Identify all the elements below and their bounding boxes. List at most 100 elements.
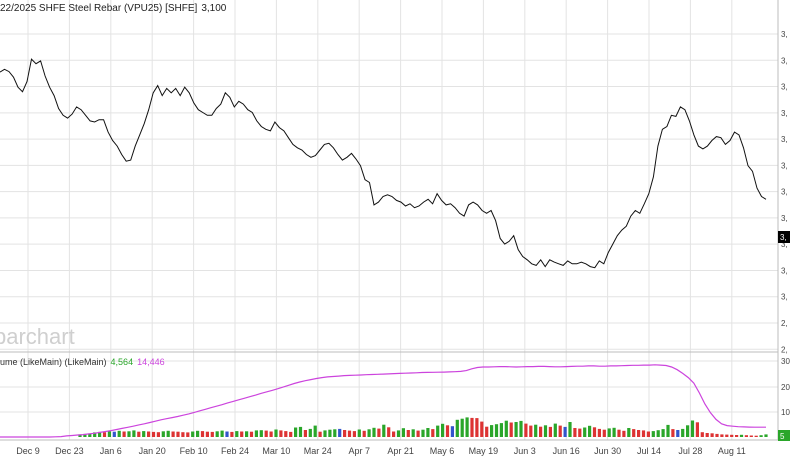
volume-bar <box>720 434 724 437</box>
volume-bar <box>445 425 450 437</box>
volume-bar <box>264 430 268 437</box>
volume-axis-label: 20 <box>781 383 790 392</box>
price-line <box>0 58 767 269</box>
volume-bar <box>196 430 200 437</box>
volume-bar <box>191 431 195 437</box>
x-axis: Dec 9 Dec 23 Jan 6 Jan 20 Feb 10 Feb 24 Mar 10… <box>16 446 745 456</box>
x-tick-label: Dec 23 <box>55 446 84 456</box>
volume-bar <box>744 435 748 437</box>
volume-bar <box>132 430 136 437</box>
open-interest-legend-value: 14,446 <box>137 357 165 367</box>
volume-axis: 30 20 10 <box>781 357 790 417</box>
price-axis-label: 3, <box>781 293 788 302</box>
volume-bar <box>690 420 695 437</box>
volume-bar <box>553 423 557 437</box>
volume-bar <box>166 430 170 437</box>
volume-bar <box>78 434 82 437</box>
volume-bar <box>475 418 479 437</box>
volume-bar <box>499 423 503 437</box>
volume-bar <box>298 426 303 437</box>
volume-bar <box>573 428 577 437</box>
volume-bar <box>259 430 263 437</box>
x-tick-label: Mar 10 <box>262 446 290 456</box>
volume-bar <box>612 427 616 437</box>
x-tick-label: Jun 30 <box>594 446 621 456</box>
volume-bar <box>534 424 538 437</box>
x-tick-label: Apr 21 <box>387 446 414 456</box>
volume-bar <box>274 429 278 437</box>
volume-bar <box>249 431 254 437</box>
volume-bar <box>289 431 293 437</box>
volume-bar <box>367 429 371 437</box>
volume-bar <box>347 430 352 437</box>
volume-bar <box>416 430 420 437</box>
volume-bar <box>710 433 714 437</box>
volume-bar <box>323 430 327 437</box>
volume-bar <box>548 426 552 437</box>
volume-bar <box>671 429 675 437</box>
volume-bar <box>455 419 459 437</box>
volume-bar <box>656 430 660 437</box>
volume-bar <box>568 422 572 437</box>
price-axis-label: 2, <box>781 345 788 354</box>
volume-bar <box>725 434 729 437</box>
price-axis-label: 3, <box>781 161 788 170</box>
volume-bar <box>333 429 337 437</box>
volume-bar <box>563 426 567 437</box>
volume-bar <box>509 422 513 437</box>
volume-bar <box>205 431 209 437</box>
volume-bar <box>632 429 636 437</box>
volume-bar <box>210 431 214 437</box>
volume-bar <box>396 430 401 437</box>
volume-bar <box>519 420 523 437</box>
x-tick-label: Jan 6 <box>100 446 122 456</box>
volume-bar <box>352 431 356 437</box>
volume-bar <box>387 427 391 437</box>
volume-bar <box>200 431 205 437</box>
volume-bar <box>112 431 116 437</box>
price-axis-label: 3, <box>781 266 788 275</box>
volume-bar <box>730 434 734 437</box>
volume-bar <box>622 430 626 437</box>
volume-bar <box>597 428 601 437</box>
volume-bar <box>450 426 454 437</box>
volume-bar <box>151 431 156 437</box>
volume-bar <box>318 431 322 437</box>
volume-bar <box>617 429 621 437</box>
volume-bar <box>583 427 587 437</box>
volume-bar <box>137 431 141 437</box>
open-interest-line <box>0 364 766 438</box>
volume-bar <box>284 431 288 437</box>
volume-bar <box>749 435 753 437</box>
x-tick-label: Apr 7 <box>348 446 370 456</box>
volume-legend-value: 4,564 <box>111 357 134 367</box>
volume-bar <box>308 428 312 437</box>
volume-bar <box>558 425 562 437</box>
volume-bar <box>401 428 405 437</box>
volume-bar <box>504 420 508 437</box>
volume-bar <box>490 425 494 437</box>
volume-bar <box>161 431 165 437</box>
volume-axis-label: 10 <box>781 408 790 417</box>
volume-legend-label: ume (LikeMain) (LikeMain) <box>0 357 107 367</box>
volume-bar <box>494 424 499 437</box>
series-layer <box>0 58 767 438</box>
x-tick-label: Jul 28 <box>678 446 702 456</box>
volume-bar <box>602 429 606 437</box>
volume-bar <box>436 425 440 437</box>
volume-bar <box>245 431 249 437</box>
volume-bar <box>181 432 185 437</box>
volume-bar <box>240 431 244 437</box>
x-tick-label: May 19 <box>469 446 499 456</box>
volume-bar <box>235 431 239 437</box>
volume-bar <box>676 430 680 437</box>
volume-bar <box>147 431 151 437</box>
volume-bar <box>588 425 592 437</box>
volume-bar <box>343 430 347 437</box>
price-axis-label: 3, <box>781 83 788 92</box>
volume-bar <box>215 431 219 437</box>
volume-bar <box>607 428 611 437</box>
volume-bar <box>107 431 111 437</box>
barchart-watermark: barchart <box>0 324 75 349</box>
volume-bar <box>357 429 361 437</box>
